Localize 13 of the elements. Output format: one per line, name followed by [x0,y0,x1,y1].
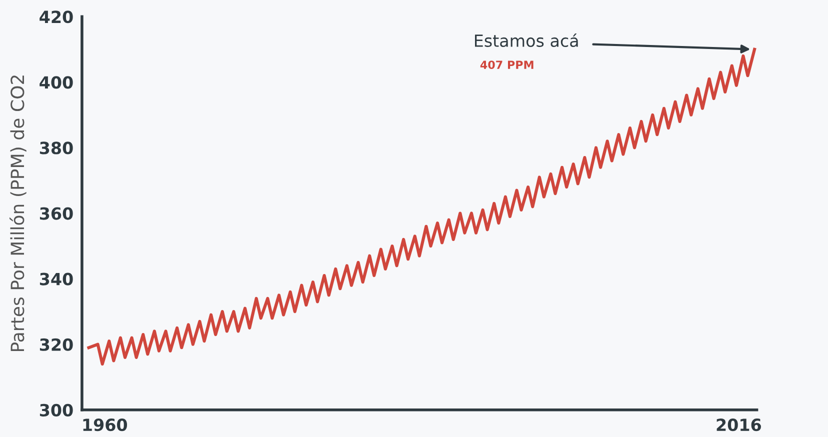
y-tick-label: 380 [40,142,73,154]
y-tick-label: 360 [40,207,73,220]
y-tick-label: 320 [40,338,73,351]
y-tick-label: 300 [40,404,73,416]
x-tick-label: 2016 [716,418,761,432]
annotation: 407 PPM [480,60,534,69]
x-tick-label: 1960 [83,418,128,432]
y-tick-label: 420 [40,10,73,24]
y-tick-label: 400 [40,76,73,89]
y-axis-title: Partes Por Millón (PPM) de CO2 [10,76,26,351]
y-tick-label: 340 [40,272,73,286]
line-series [87,48,756,366]
annotation: Estamos acá [475,33,578,48]
